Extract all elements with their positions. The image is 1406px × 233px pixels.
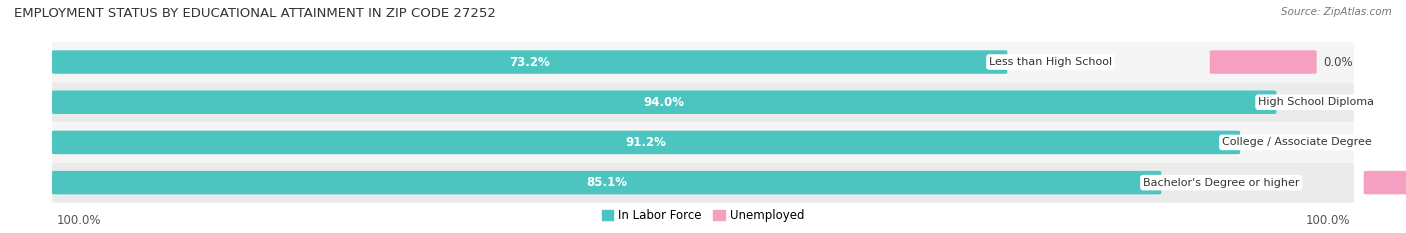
FancyBboxPatch shape [52,163,1354,203]
FancyBboxPatch shape [52,82,1354,122]
Text: Source: ZipAtlas.com: Source: ZipAtlas.com [1281,7,1392,17]
Text: High School Diploma: High School Diploma [1258,97,1374,107]
Text: College / Associate Degree: College / Associate Degree [1222,137,1372,147]
Legend: In Labor Force, Unemployed: In Labor Force, Unemployed [598,205,808,227]
Text: 94.0%: 94.0% [644,96,685,109]
Text: 85.1%: 85.1% [586,176,627,189]
Text: 100.0%: 100.0% [1305,214,1350,227]
Text: Bachelor's Degree or higher: Bachelor's Degree or higher [1143,178,1299,188]
Text: 73.2%: 73.2% [509,55,550,69]
Text: 100.0%: 100.0% [56,214,101,227]
FancyBboxPatch shape [1209,50,1316,74]
FancyBboxPatch shape [1364,171,1406,194]
Text: Less than High School: Less than High School [988,57,1112,67]
FancyBboxPatch shape [52,42,1354,82]
Text: 0.0%: 0.0% [1323,55,1354,69]
FancyBboxPatch shape [52,131,1240,154]
Text: 91.2%: 91.2% [626,136,666,149]
FancyBboxPatch shape [52,90,1277,114]
Text: EMPLOYMENT STATUS BY EDUCATIONAL ATTAINMENT IN ZIP CODE 27252: EMPLOYMENT STATUS BY EDUCATIONAL ATTAINM… [14,7,496,20]
FancyBboxPatch shape [52,50,1007,74]
FancyBboxPatch shape [52,171,1161,194]
FancyBboxPatch shape [52,122,1354,162]
